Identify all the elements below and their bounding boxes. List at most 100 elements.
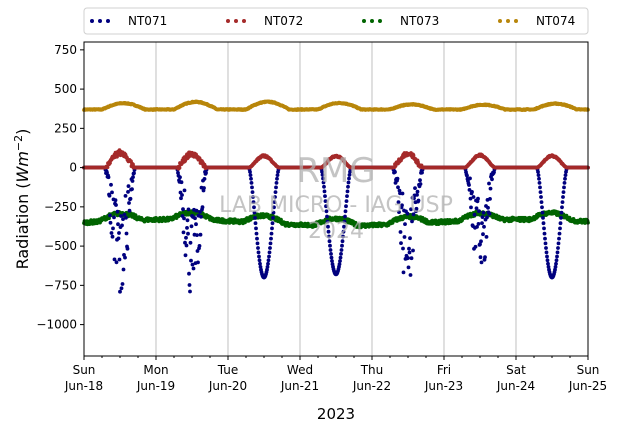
data-point xyxy=(196,260,200,265)
data-point xyxy=(111,226,115,231)
data-point xyxy=(267,254,271,259)
data-point xyxy=(177,166,182,170)
data-point xyxy=(117,231,121,235)
data-point xyxy=(185,226,189,230)
data-point xyxy=(542,226,546,231)
legend-marker xyxy=(498,19,502,23)
data-point xyxy=(110,190,114,195)
y-label-text: Radiation ( xyxy=(13,182,32,269)
data-point xyxy=(467,183,471,187)
data-point xyxy=(396,185,400,190)
data-point xyxy=(268,246,272,250)
data-point xyxy=(270,226,274,231)
data-point xyxy=(537,176,541,181)
data-point xyxy=(182,216,186,221)
y-tick-label: 500 xyxy=(54,82,77,96)
data-point xyxy=(481,210,486,215)
legend-marker xyxy=(242,19,246,23)
x-tick-label-day: Tue xyxy=(217,363,239,377)
data-point xyxy=(194,208,199,213)
legend-marker xyxy=(234,19,238,23)
data-point xyxy=(488,186,493,191)
y-tick-label: 750 xyxy=(54,43,77,57)
data-point xyxy=(555,250,560,255)
watermark-line-3: 2024 xyxy=(308,219,364,244)
data-point xyxy=(485,215,489,220)
data-point xyxy=(116,222,120,227)
y-tick-label: −750 xyxy=(44,278,77,292)
data-point xyxy=(560,205,564,210)
legend-marker xyxy=(514,19,518,23)
data-point xyxy=(268,241,273,246)
legend-marker xyxy=(362,19,366,23)
data-point xyxy=(544,246,548,250)
y-label-exp: −2 xyxy=(12,135,25,151)
data-point xyxy=(554,261,558,266)
data-point xyxy=(490,177,494,182)
data-point xyxy=(266,258,271,263)
data-point xyxy=(124,231,129,236)
data-point xyxy=(181,230,186,235)
data-point xyxy=(473,244,478,249)
data-point xyxy=(541,221,546,226)
legend-marker xyxy=(506,19,510,23)
data-point xyxy=(127,208,132,213)
data-point xyxy=(418,182,423,186)
data-point xyxy=(563,173,568,178)
data-point xyxy=(482,224,486,229)
legend-marker xyxy=(370,19,374,23)
data-point xyxy=(121,267,126,272)
data-point xyxy=(269,236,273,241)
data-point xyxy=(187,283,192,287)
y-label-unit: Wm xyxy=(13,151,32,182)
x-tick-label-date: Jun-22 xyxy=(352,379,391,393)
y-tick-label: 0 xyxy=(69,161,77,175)
data-point xyxy=(418,178,422,183)
data-point xyxy=(545,258,550,263)
data-point xyxy=(184,243,189,248)
data-point xyxy=(407,250,412,255)
data-point xyxy=(556,241,561,246)
data-point xyxy=(338,259,342,263)
data-point xyxy=(477,209,481,214)
legend-label: NT072 xyxy=(264,14,303,28)
data-point xyxy=(124,215,128,220)
data-point xyxy=(403,222,407,227)
data-point xyxy=(120,282,125,286)
data-point xyxy=(255,241,260,246)
data-point xyxy=(395,176,400,181)
data-point xyxy=(106,175,111,180)
data-point xyxy=(410,219,414,224)
x-axis: Sun Jun-18 Mon Jun-19 Tue Jun-20 Wed Jun-21 Thu J… xyxy=(64,356,607,393)
data-point xyxy=(557,231,562,236)
data-point xyxy=(468,176,472,181)
legend-marker xyxy=(226,19,230,23)
data-point xyxy=(540,210,545,215)
data-point xyxy=(189,258,193,263)
data-point xyxy=(488,197,492,201)
data-point xyxy=(487,211,492,216)
data-point xyxy=(484,235,489,239)
x-tick-label-date: Jun-23 xyxy=(424,379,463,393)
data-point xyxy=(407,246,411,251)
data-point xyxy=(126,190,130,194)
data-point xyxy=(409,256,414,261)
data-point xyxy=(401,270,406,275)
data-point xyxy=(406,265,411,270)
data-point xyxy=(479,260,484,265)
data-point xyxy=(470,190,474,194)
data-point xyxy=(180,193,184,197)
data-point xyxy=(183,253,188,258)
data-point xyxy=(471,195,476,199)
data-point xyxy=(125,246,130,251)
data-point xyxy=(194,222,198,227)
data-point xyxy=(110,234,115,239)
data-point xyxy=(181,207,185,212)
data-point xyxy=(480,215,485,220)
x-tick-label-day: Fri xyxy=(437,363,451,377)
data-point xyxy=(329,255,334,260)
data-point xyxy=(487,181,491,186)
x-tick-label-day: Sun xyxy=(577,363,600,377)
data-point xyxy=(120,223,124,228)
data-point xyxy=(256,246,260,250)
